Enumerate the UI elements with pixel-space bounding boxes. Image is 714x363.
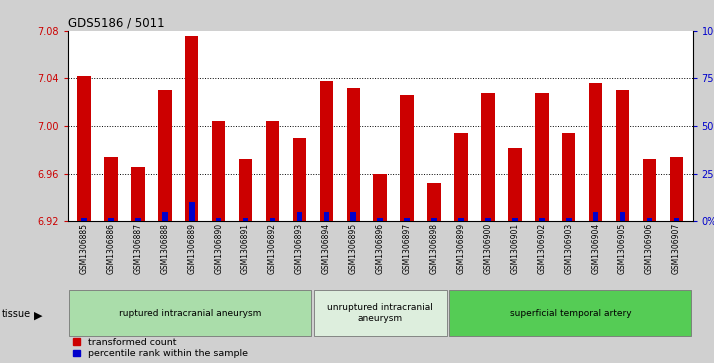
Bar <box>643 159 656 221</box>
Bar <box>481 93 495 221</box>
Text: GSM1306896: GSM1306896 <box>376 223 385 274</box>
Text: GSM1306891: GSM1306891 <box>241 223 250 274</box>
Bar <box>81 218 87 221</box>
Text: GSM1306903: GSM1306903 <box>564 223 573 274</box>
Text: GSM1306894: GSM1306894 <box>322 223 331 274</box>
Text: GSM1306893: GSM1306893 <box>295 223 304 274</box>
Text: GSM1306886: GSM1306886 <box>106 223 116 274</box>
Bar <box>135 218 141 221</box>
FancyBboxPatch shape <box>69 290 311 336</box>
Text: GSM1306888: GSM1306888 <box>160 223 169 273</box>
Bar <box>296 212 302 221</box>
Bar <box>162 212 168 221</box>
Bar <box>593 212 598 221</box>
Text: superficial temporal artery: superficial temporal artery <box>510 309 631 318</box>
Bar <box>508 148 522 221</box>
Bar <box>131 167 144 221</box>
Text: GSM1306898: GSM1306898 <box>430 223 438 274</box>
Bar <box>266 121 279 221</box>
Bar <box>108 218 114 221</box>
Bar <box>562 133 575 221</box>
Bar <box>346 88 360 221</box>
Text: GSM1306889: GSM1306889 <box>187 223 196 274</box>
Bar <box>243 218 248 221</box>
Bar <box>431 218 437 221</box>
Text: GSM1306897: GSM1306897 <box>403 223 412 274</box>
Bar <box>401 95 414 221</box>
Bar <box>647 218 653 221</box>
Text: GSM1306890: GSM1306890 <box>214 223 223 274</box>
Bar <box>589 83 603 221</box>
Bar <box>673 218 679 221</box>
Bar <box>620 212 625 221</box>
Bar <box>238 159 252 221</box>
Bar <box>293 138 306 221</box>
Bar <box>378 218 383 221</box>
Text: GSM1306885: GSM1306885 <box>79 223 89 274</box>
Text: unruptured intracranial
aneurysm: unruptured intracranial aneurysm <box>327 303 433 323</box>
Text: GSM1306907: GSM1306907 <box>672 223 681 274</box>
Bar <box>512 218 518 221</box>
Bar <box>323 212 329 221</box>
Bar <box>77 76 91 221</box>
Text: ruptured intracranial aneurysm: ruptured intracranial aneurysm <box>119 309 261 318</box>
Bar <box>566 218 571 221</box>
Bar <box>670 157 683 221</box>
Text: GSM1306902: GSM1306902 <box>537 223 546 274</box>
Bar <box>373 174 387 221</box>
Bar <box>212 121 226 221</box>
FancyBboxPatch shape <box>450 290 691 336</box>
Bar <box>404 218 410 221</box>
Bar <box>320 81 333 221</box>
Text: GSM1306892: GSM1306892 <box>268 223 277 274</box>
Bar <box>189 203 194 221</box>
Bar <box>535 93 548 221</box>
Text: GSM1306887: GSM1306887 <box>134 223 142 274</box>
Bar <box>428 183 441 221</box>
Text: GSM1306900: GSM1306900 <box>483 223 493 274</box>
Text: GSM1306905: GSM1306905 <box>618 223 627 274</box>
Text: GDS5186 / 5011: GDS5186 / 5011 <box>68 17 164 30</box>
Bar <box>185 36 198 221</box>
Bar <box>616 90 629 221</box>
Text: ▶: ▶ <box>34 311 43 321</box>
Bar <box>539 218 545 221</box>
Bar <box>104 157 118 221</box>
Bar <box>158 90 171 221</box>
Text: tissue: tissue <box>2 309 31 319</box>
Text: GSM1306904: GSM1306904 <box>591 223 600 274</box>
Bar <box>270 218 276 221</box>
Text: GSM1306906: GSM1306906 <box>645 223 654 274</box>
Bar <box>216 218 221 221</box>
Text: GSM1306895: GSM1306895 <box>348 223 358 274</box>
Legend: transformed count, percentile rank within the sample: transformed count, percentile rank withi… <box>73 338 248 358</box>
Bar <box>454 133 468 221</box>
Bar <box>485 218 491 221</box>
Bar <box>351 212 356 221</box>
Bar <box>458 218 464 221</box>
Text: GSM1306901: GSM1306901 <box>511 223 519 274</box>
FancyBboxPatch shape <box>313 290 447 336</box>
Text: GSM1306899: GSM1306899 <box>456 223 466 274</box>
